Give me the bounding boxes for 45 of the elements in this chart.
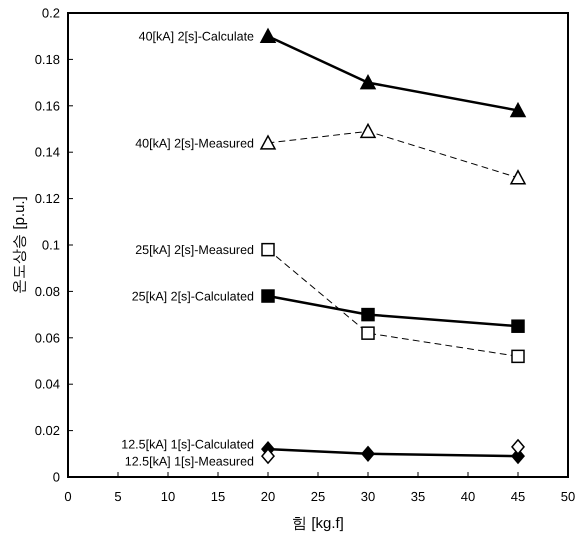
point (511, 319, 525, 333)
point (360, 74, 376, 90)
series-label: 40[kA] 2[s]-Calculate (138, 30, 254, 44)
x-tick-label: 40 (460, 489, 476, 504)
point (361, 446, 375, 462)
y-tick-label: 0.1 (42, 238, 60, 252)
series-label: 25[kA] 2[s]-Measured (135, 243, 254, 258)
y-tick-label: 0.18 (34, 52, 60, 67)
x-tick-label: 20 (260, 489, 276, 504)
y-tick-label: 0.08 (34, 284, 60, 299)
x-tick-label: 50 (560, 489, 576, 504)
y-tick-label: 0.02 (34, 423, 60, 438)
series-label: 12.5[kA] 1[s]-Calculated (121, 438, 254, 452)
x-tick-label: 30 (360, 489, 376, 504)
series-label: 12.5[kA] 1[s]-Measured (124, 454, 254, 469)
point (260, 28, 276, 43)
x-tick-label: 0 (64, 489, 72, 504)
y-tick-label: 0 (52, 470, 60, 484)
point (511, 439, 525, 455)
point (510, 170, 526, 184)
x-tick-label: 35 (410, 489, 426, 504)
x-tick-label: 10 (160, 489, 176, 504)
y-tick-label: 0.2 (42, 6, 60, 20)
y-tick-label: 0.14 (34, 144, 60, 160)
point (360, 124, 376, 138)
x-tick-label: 25 (310, 489, 326, 504)
y-tick-label: 0.12 (34, 191, 60, 206)
point (261, 448, 275, 464)
point (260, 135, 276, 150)
x-axis-title: 힘 [kg.f] (292, 515, 344, 532)
point (511, 350, 525, 364)
y-axis-title: 온도상승 [p.u.] (11, 196, 28, 294)
point (361, 326, 375, 340)
y-tick-label: 0.04 (34, 376, 60, 392)
y-tick-label: 0.06 (34, 330, 60, 346)
point (510, 102, 526, 118)
x-tick-label: 15 (210, 489, 226, 504)
point (261, 289, 275, 303)
series-label: 25[kA] 2[s]-Calculated (132, 290, 254, 304)
y-tick-label: 0.16 (34, 98, 60, 114)
point (261, 242, 275, 256)
series-label: 40[kA] 2[s]-Measured (135, 136, 254, 150)
x-tick-label: 5 (114, 489, 122, 504)
x-tick-label: 45 (510, 489, 526, 504)
point (361, 308, 375, 322)
